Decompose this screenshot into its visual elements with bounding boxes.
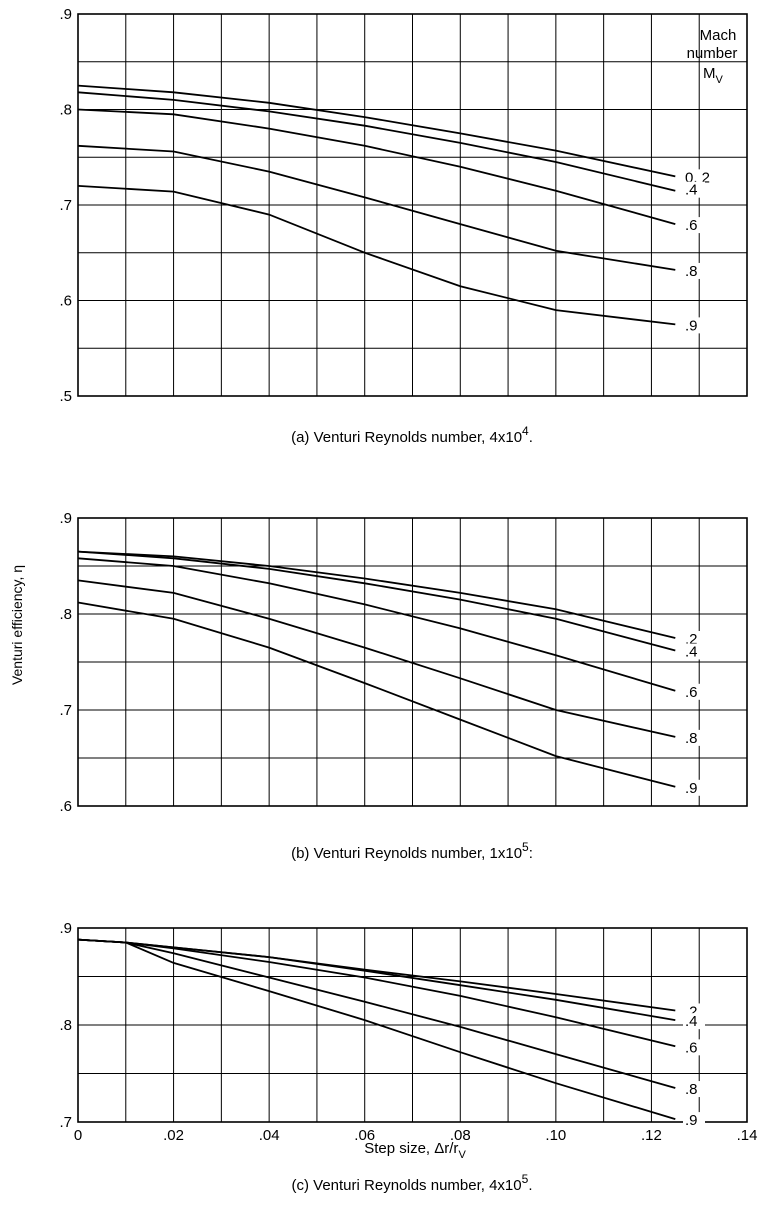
series-label-bg [683,643,705,660]
series-label-bg [683,169,721,186]
y-axis-label: Venturi efficiency, η [9,565,25,685]
series-label-mach: .6 [685,217,698,234]
chart-panel-a: .9.8.7.6.50. 2.4.6.8.9(a) Venturi Reynol… [59,6,748,446]
y-tick-label: .9 [59,920,72,937]
series-label-bg [683,181,705,198]
series-line-mach-0-6 [77,108,676,225]
y-tick-label: .7 [59,197,72,214]
caption-main: (a) Venturi Reynolds number, 4x10 [291,429,522,446]
x-tick-label: .08 [450,1127,471,1144]
series-label-bg [683,1013,705,1030]
chart-panel-b: .9.8.7.6.2.4.6.8.9(b) Venturi Reynolds n… [59,510,748,862]
series-line-mach-0-2 [77,938,676,1012]
y-tick-label: .9 [59,510,72,527]
x-tick-label: .02 [163,1127,184,1144]
caption-main: (c) Venturi Reynolds number, 4x10 [292,1177,522,1194]
caption-main: (b) Venturi Reynolds number, 1x10 [291,845,522,862]
legend-title-line1: Mach [700,27,737,44]
series-label-bg [683,1039,705,1056]
series-line-mach-0-9 [77,601,676,788]
caption-suffix: . [529,429,533,446]
charts-layer: .9.8.7.6.50. 2.4.6.8.9(a) Venturi Reynol… [59,6,757,1194]
y-tick-label: .7 [59,1114,72,1131]
series-label-mach: .8 [685,730,698,747]
legend-symbol-main: M [703,65,716,82]
series-line-mach-0-6 [77,557,676,692]
chart-caption: (a) Venturi Reynolds number, 4x104. [291,424,533,446]
caption-suffix: : [529,845,533,862]
series-line-mach-0-6 [77,938,676,1048]
series-line-mach-0-2 [77,84,676,178]
x-tick-label: 0 [74,1127,82,1144]
series-label-bg [683,262,705,279]
series-label-mach: .4 [685,182,698,199]
y-tick-label: .8 [59,1017,72,1034]
x-tick-label: .10 [545,1127,566,1144]
chart-panel-c: .9.8.70.02.04.06.08.10.12.14.2.4.6.8.9(c… [59,920,757,1194]
series-label-bg [683,779,705,796]
series-line-mach-0-4 [77,91,676,192]
series-label-bg [683,631,705,647]
caption-suffix: . [528,1177,532,1194]
plot-frame [77,927,748,1123]
series-line-mach-0-8 [77,579,676,738]
series-label-bg [683,683,705,700]
series-line-mach-0-8 [77,144,676,271]
y-tick-label: .9 [59,6,72,23]
chart-caption: (b) Venturi Reynolds number, 1x105: [291,840,533,862]
series-label-mach: .8 [685,1081,698,1098]
y-tick-label: .7 [59,702,72,719]
x-tick-label: .12 [641,1127,662,1144]
series-label-mach: .6 [685,684,698,701]
series-line-mach-0-9 [77,938,676,1120]
series-label-mach: .8 [685,263,698,280]
caption-exponent: 5 [522,1172,529,1186]
x-tick-label: .14 [737,1127,758,1144]
series-line-mach-0-4 [77,550,676,652]
legend-symbol: MV [703,65,724,86]
x-axis-label: Step size, Δr/rV [364,1140,466,1161]
series-label-bg [683,317,705,334]
plot-frame [77,13,748,397]
series-label-mach: .4 [685,643,698,660]
series-line-mach-0-2 [77,550,676,639]
legend-symbol-sub: V [716,74,724,86]
caption-exponent: 4 [522,424,529,438]
x-tick-label: .06 [354,1127,375,1144]
plot-frame [77,517,748,807]
series-line-mach-0-8 [77,938,676,1089]
y-tick-label: .6 [59,293,72,310]
y-tick-label: .8 [59,606,72,623]
series-label-mach: .9 [685,317,698,334]
series-label-mach: .4 [685,1013,698,1030]
x-tick-label: .04 [259,1127,280,1144]
series-label-mach: .9 [685,1112,698,1129]
series-label-bg [683,1112,705,1129]
series-label-bg [683,1081,705,1098]
y-tick-label: .5 [59,388,72,405]
series-label-bg [683,217,705,234]
series-label-bg [683,729,705,746]
series-label-mach: .9 [685,780,698,797]
x-axis-label-main: Step size, Δr/r [364,1140,458,1157]
mach-legend: Mach number MV [687,27,738,86]
series-label-mach: .6 [685,1039,698,1056]
y-tick-label: .8 [59,102,72,119]
chart-caption: (c) Venturi Reynolds number, 4x105. [292,1172,533,1194]
series-line-mach-0-9 [77,185,676,326]
x-axis-label-sub: V [458,1149,466,1161]
caption-exponent: 5 [522,840,529,854]
y-tick-label: .6 [59,798,72,815]
legend-title-line2: number [687,45,738,62]
